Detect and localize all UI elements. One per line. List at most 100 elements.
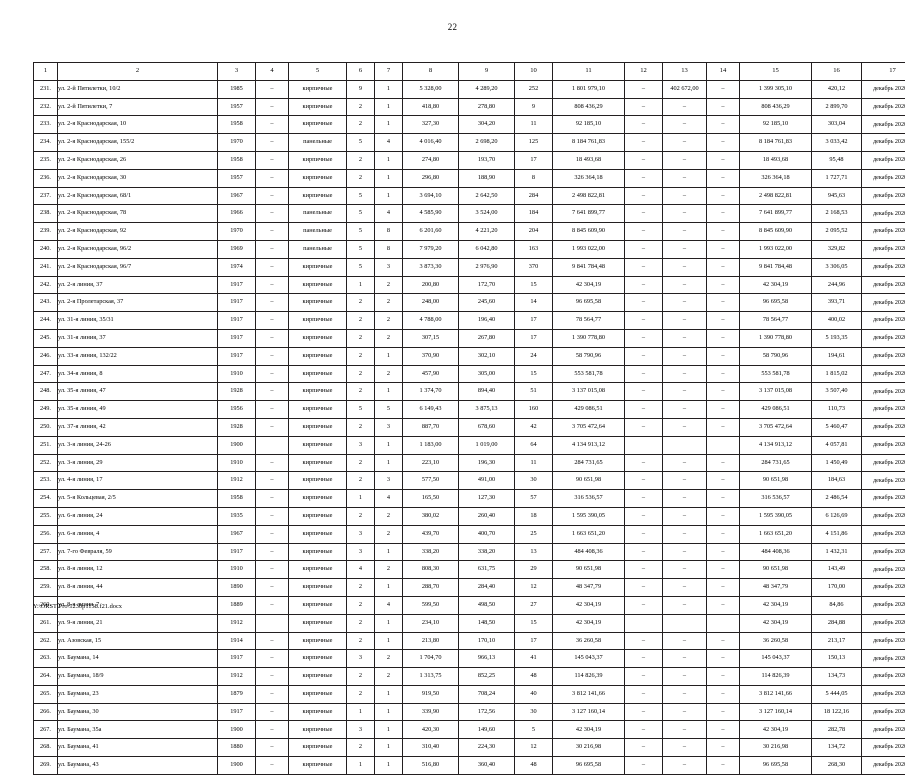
cell-regional-funds: – bbox=[663, 579, 707, 597]
cell-row-index: 251. bbox=[34, 436, 58, 454]
cell-address: ул. 2-я Краснодарская, 10 bbox=[58, 116, 218, 134]
cell-year-built: 1912 bbox=[218, 668, 256, 686]
cell-municipal-funds: – bbox=[707, 650, 740, 668]
cell-regional-funds: – bbox=[663, 418, 707, 436]
cell-year-built: 1890 bbox=[218, 579, 256, 597]
cell-living-area: 6 042,80 bbox=[459, 240, 515, 258]
cell-total-cost: 3 812 141,66 bbox=[553, 685, 625, 703]
cell-address: ул. 8-я линия, 12 bbox=[58, 561, 218, 579]
cell-floors: 1 bbox=[347, 276, 375, 294]
cell-residents: 17 bbox=[515, 312, 553, 330]
cell-total-cost: 808 436,29 bbox=[553, 98, 625, 116]
cell-federal-funds: – bbox=[625, 472, 663, 490]
cell-regional-funds: – bbox=[663, 650, 707, 668]
cell-entrances: 1 bbox=[375, 383, 403, 401]
cell-residents: 204 bbox=[515, 223, 553, 241]
cell-entrances: 4 bbox=[375, 596, 403, 614]
cell-regional-funds: – bbox=[663, 685, 707, 703]
cell-federal-funds bbox=[625, 614, 663, 632]
cell-floors: 2 bbox=[347, 579, 375, 597]
cell-row-index: 235. bbox=[34, 151, 58, 169]
cell-owner-funds: 1 399 305,10 bbox=[740, 80, 812, 98]
cell-living-area: 3 524,00 bbox=[459, 205, 515, 223]
cell-cost-per-sqm: 84,86 bbox=[812, 596, 862, 614]
cell-owner-funds: 42 304,19 bbox=[740, 596, 812, 614]
cell-living-area: 708,24 bbox=[459, 685, 515, 703]
cell-row-index: 254. bbox=[34, 490, 58, 508]
cell-total-area: 3 873,30 bbox=[403, 258, 459, 276]
cell-residents: 12 bbox=[515, 579, 553, 597]
cell-total-area: 213,80 bbox=[403, 632, 459, 650]
cell-cost-per-sqm: 1 727,71 bbox=[812, 169, 862, 187]
cell-residents: 15 bbox=[515, 276, 553, 294]
cell-residents: 8 bbox=[515, 169, 553, 187]
cell-year-built: 1914 bbox=[218, 632, 256, 650]
cell-year-built: 1912 bbox=[218, 614, 256, 632]
cell-owner-funds: 42 304,19 bbox=[740, 276, 812, 294]
cell-total-area: 248,00 bbox=[403, 294, 459, 312]
cell-total-area: 599,50 bbox=[403, 596, 459, 614]
cell-residents: 284 bbox=[515, 187, 553, 205]
cell-total-cost: 92 185,10 bbox=[553, 116, 625, 134]
cell-total-cost: 1 993 022,00 bbox=[553, 240, 625, 258]
cell-year-built: 1928 bbox=[218, 383, 256, 401]
cell-reconstruction-year: – bbox=[256, 401, 289, 419]
cell-living-area: 193,70 bbox=[459, 151, 515, 169]
cell-total-area: 808,30 bbox=[403, 561, 459, 579]
cell-entrances: 1 bbox=[375, 632, 403, 650]
cell-regional-funds: – bbox=[663, 703, 707, 721]
cell-residents: 14 bbox=[515, 294, 553, 312]
cell-wall-material: кирпичные bbox=[289, 151, 347, 169]
column-header-1: 1 bbox=[34, 63, 58, 81]
cell-entrances: 1 bbox=[375, 757, 403, 775]
cell-municipal-funds: – bbox=[707, 418, 740, 436]
cell-reconstruction-year bbox=[256, 614, 289, 632]
cell-address: ул. 4-я линия, 17 bbox=[58, 472, 218, 490]
cell-entrances: 2 bbox=[375, 329, 403, 347]
cell-regional-funds: – bbox=[663, 454, 707, 472]
cell-cost-per-sqm: 393,71 bbox=[812, 294, 862, 312]
cell-floors: 5 bbox=[347, 134, 375, 152]
cell-year-built: 1889 bbox=[218, 596, 256, 614]
cell-owner-funds: 30 216,98 bbox=[740, 739, 812, 757]
cell-wall-material: кирпичные bbox=[289, 685, 347, 703]
cell-year-built: 1956 bbox=[218, 401, 256, 419]
cell-total-area: 4 788,00 bbox=[403, 312, 459, 330]
cell-living-area: 260,40 bbox=[459, 507, 515, 525]
cell-federal-funds: – bbox=[625, 703, 663, 721]
cell-total-area: 3 694,10 bbox=[403, 187, 459, 205]
cell-living-area: 267,80 bbox=[459, 329, 515, 347]
cell-total-cost: 30 216,98 bbox=[553, 739, 625, 757]
cell-cost-per-sqm: 400,02 bbox=[812, 312, 862, 330]
cell-municipal-funds: – bbox=[707, 739, 740, 757]
cell-municipal-funds: – bbox=[707, 703, 740, 721]
cell-entrances: 4 bbox=[375, 490, 403, 508]
cell-floors: 3 bbox=[347, 525, 375, 543]
cell-owner-funds: 18 493,68 bbox=[740, 151, 812, 169]
column-header-11: 11 bbox=[553, 63, 625, 81]
cell-entrances: 2 bbox=[375, 294, 403, 312]
cell-living-area: 149,60 bbox=[459, 721, 515, 739]
cell-living-area: 304,20 bbox=[459, 116, 515, 134]
cell-residents: 42 bbox=[515, 418, 553, 436]
cell-row-index: 261. bbox=[34, 614, 58, 632]
cell-total-area: 1 183,00 bbox=[403, 436, 459, 454]
cell-municipal-funds: – bbox=[707, 187, 740, 205]
